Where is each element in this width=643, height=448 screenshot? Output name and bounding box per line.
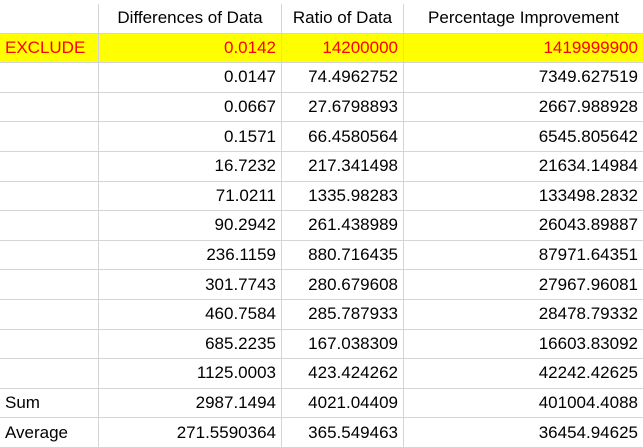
cell-header-ratio[interactable]: Ratio of Data <box>282 4 404 34</box>
table-row: 0.1571 66.4580564 6545.805642 <box>0 122 643 152</box>
cell-percentage[interactable]: 21634.14984 <box>404 152 643 182</box>
table-row: 0.0667 27.6798893 2667.988928 <box>0 92 643 123</box>
cell-percentage[interactable]: 2667.988928 <box>404 93 643 123</box>
cell-difference[interactable]: 0.0667 <box>99 92 282 123</box>
cell-difference[interactable]: 0.1571 <box>99 122 282 152</box>
cell-difference[interactable]: 1125.0003 <box>99 359 282 389</box>
cell-ratio[interactable]: 285.787933 <box>282 299 404 330</box>
cell-header-a[interactable] <box>0 4 99 34</box>
cell-exclude-ratio[interactable]: 14200000 <box>282 33 404 64</box>
cell-ratio[interactable]: 74.4962752 <box>282 63 404 93</box>
table-row: 1125.0003 423.424262 42242.42625 <box>0 359 643 389</box>
cell-difference[interactable]: 90.2942 <box>99 211 282 241</box>
cell-label[interactable]: Sum <box>0 388 99 419</box>
cell-ratio[interactable]: 4021.04409 <box>282 388 404 419</box>
cell-label[interactable] <box>0 329 99 360</box>
cell-percentage[interactable]: 28478.79332 <box>404 300 643 330</box>
cell-label[interactable] <box>0 270 99 300</box>
cell-difference[interactable]: 71.0211 <box>99 181 282 212</box>
cell-difference[interactable]: 16.7232 <box>99 151 282 182</box>
cell-label[interactable]: Average <box>0 418 99 448</box>
cell-percentage[interactable]: 401004.4088 <box>404 389 643 419</box>
table-row: 301.7743 280.679608 27967.96081 <box>0 270 643 300</box>
cell-ratio[interactable]: 66.4580564 <box>282 122 404 152</box>
cell-label[interactable] <box>0 92 99 123</box>
exclude-row: EXCLUDE 0.0142 14200000 1419999900 <box>0 33 643 64</box>
cell-ratio[interactable]: 217.341498 <box>282 151 404 182</box>
cell-percentage[interactable]: 7349.627519 <box>404 63 643 93</box>
cell-percentage[interactable]: 6545.805642 <box>404 122 643 152</box>
cell-label[interactable] <box>0 181 99 212</box>
cell-percentage[interactable]: 26043.89887 <box>404 211 643 241</box>
cell-percentage[interactable]: 16603.83092 <box>404 330 643 360</box>
cell-percentage[interactable]: 36454.94625 <box>404 418 643 448</box>
cell-ratio[interactable]: 167.038309 <box>282 329 404 360</box>
cell-ratio[interactable]: 365.549463 <box>282 418 404 448</box>
cell-exclude-percentage[interactable]: 1419999900 <box>404 33 643 64</box>
cell-label[interactable] <box>0 359 99 389</box>
cell-percentage[interactable]: 133498.2832 <box>404 182 643 212</box>
cell-ratio[interactable]: 423.424262 <box>282 359 404 389</box>
cell-label[interactable] <box>0 151 99 182</box>
cell-percentage[interactable]: 87971.64351 <box>404 241 643 271</box>
data-rows: 0.0147 74.4962752 7349.627519 0.0667 27.6798… <box>0 63 643 448</box>
table-row: Average 271.5590364 365.549463 36454.94625 <box>0 418 643 448</box>
cell-difference[interactable]: 236.1159 <box>99 240 282 271</box>
cell-label[interactable] <box>0 240 99 271</box>
cell-difference[interactable]: 2987.1494 <box>99 388 282 419</box>
cell-exclude-difference[interactable]: 0.0142 <box>99 33 282 64</box>
table-row: 0.0147 74.4962752 7349.627519 <box>0 63 643 93</box>
cell-label[interactable] <box>0 63 99 93</box>
cell-ratio[interactable]: 27.6798893 <box>282 92 404 123</box>
cell-difference[interactable]: 685.2235 <box>99 329 282 360</box>
cell-exclude-label[interactable]: EXCLUDE <box>0 33 99 64</box>
cell-percentage[interactable]: 42242.42625 <box>404 359 643 389</box>
cell-label[interactable] <box>0 211 99 241</box>
table-row: 71.0211 1335.98283 133498.2832 <box>0 181 643 212</box>
cell-ratio[interactable]: 280.679608 <box>282 270 404 300</box>
cell-ratio[interactable]: 261.438989 <box>282 211 404 241</box>
table-row: 236.1159 880.716435 87971.64351 <box>0 240 643 271</box>
cell-percentage[interactable]: 27967.96081 <box>404 270 643 300</box>
cell-header-differences[interactable]: Differences of Data <box>99 4 282 34</box>
cell-label[interactable] <box>0 122 99 152</box>
cell-difference[interactable]: 0.0147 <box>99 63 282 93</box>
header-row: Differences of Data Ratio of Data Percen… <box>0 4 643 34</box>
table-row: Sum 2987.1494 4021.04409 401004.4088 <box>0 388 643 419</box>
cell-difference[interactable]: 301.7743 <box>99 270 282 300</box>
table-row: 460.7584 285.787933 28478.79332 <box>0 299 643 330</box>
cell-ratio[interactable]: 880.716435 <box>282 240 404 271</box>
table-row: 685.2235 167.038309 16603.83092 <box>0 329 643 360</box>
cell-difference[interactable]: 271.5590364 <box>99 418 282 448</box>
cell-label[interactable] <box>0 299 99 330</box>
cell-ratio[interactable]: 1335.98283 <box>282 181 404 212</box>
spreadsheet-grid: Differences of Data Ratio of Data Percen… <box>0 4 643 448</box>
cell-header-percentage[interactable]: Percentage Improvement <box>404 4 643 34</box>
table-row: 90.2942 261.438989 26043.89887 <box>0 211 643 241</box>
table-row: 16.7232 217.341498 21634.14984 <box>0 151 643 182</box>
cell-difference[interactable]: 460.7584 <box>99 299 282 330</box>
